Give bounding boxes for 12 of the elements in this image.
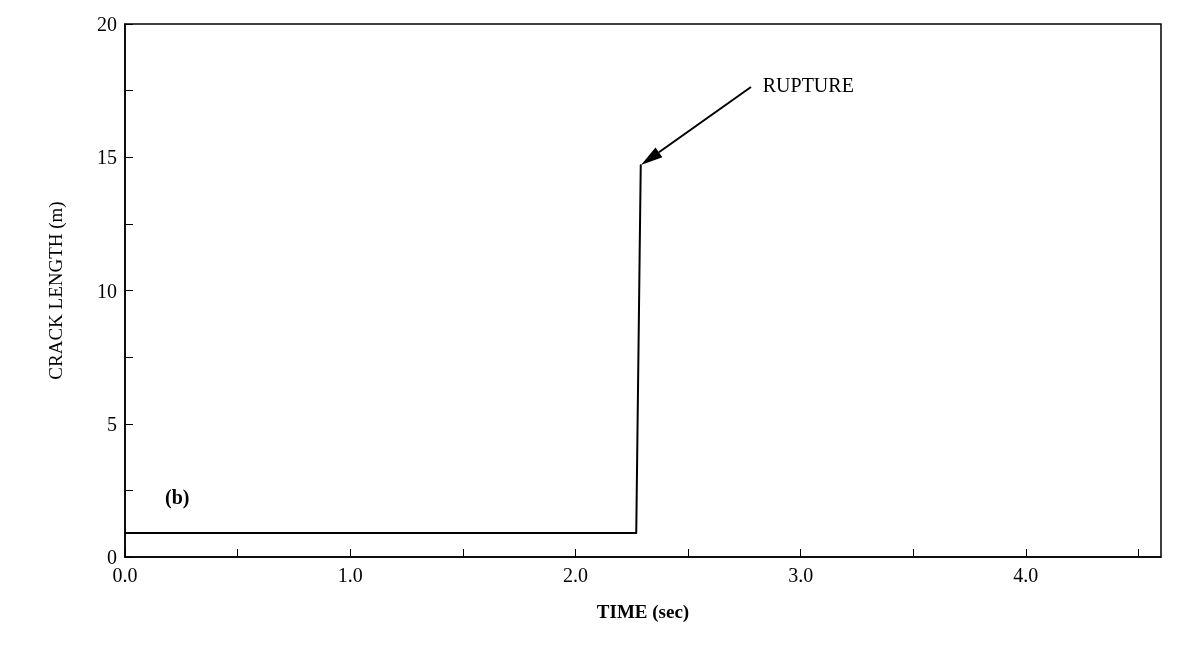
- y-axis-title: CRACK LENGTH (m): [45, 201, 67, 380]
- y-tick-label: 10: [97, 279, 117, 302]
- x-tick-label: 4.0: [1013, 564, 1039, 586]
- x-axis-title: TIME (sec): [596, 601, 690, 623]
- annotation: (b): [165, 486, 190, 509]
- x-tick-label: 3.0: [788, 564, 814, 586]
- y-tick-label: 5: [107, 412, 117, 435]
- x-tick-label: 1.0: [337, 564, 363, 586]
- y-tick-label: 15: [97, 146, 117, 169]
- annotation: RUPTURE: [762, 74, 854, 97]
- y-tick-label: 20: [97, 13, 117, 35]
- x-tick-label: 2.0: [562, 564, 588, 586]
